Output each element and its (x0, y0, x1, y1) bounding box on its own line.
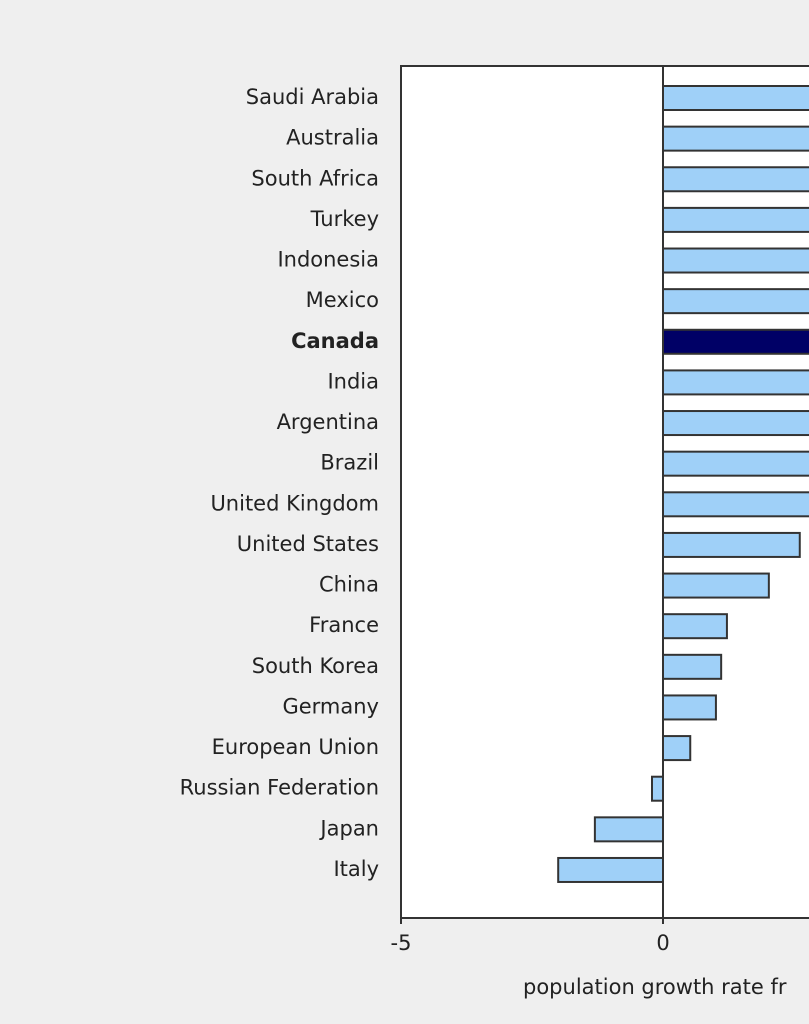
bar (662, 85, 809, 111)
y-tick-label: European Union (212, 735, 379, 759)
y-tick-label: Japan (318, 816, 379, 840)
y-tick-label: Russian Federation (180, 776, 379, 800)
y-tick-label: Canada (291, 329, 379, 353)
x-axis-label: population growth rate fr (523, 975, 787, 999)
bar (662, 735, 692, 762)
x-tick-label: -5 (391, 931, 412, 955)
bar (662, 206, 809, 233)
y-tick-label: United States (237, 532, 379, 556)
bar (662, 572, 770, 599)
y-tick-label: France (309, 613, 379, 637)
bar (662, 613, 728, 640)
y-tick-label: Argentina (277, 410, 379, 434)
bar (650, 775, 664, 802)
y-tick-label: South Korea (252, 654, 379, 678)
bar (662, 369, 809, 396)
y-tick-label: India (327, 369, 379, 393)
bar (662, 247, 809, 274)
y-tick-label: Brazil (320, 451, 379, 475)
bar (662, 410, 809, 437)
bar (662, 166, 809, 193)
y-tick-label: Germany (282, 694, 379, 718)
y-tick-label: Indonesia (277, 248, 379, 272)
y-tick-label: Mexico (306, 288, 379, 312)
bar (593, 816, 665, 843)
bar (662, 694, 717, 721)
bar (662, 491, 809, 518)
bar (662, 531, 801, 558)
bar (557, 856, 665, 883)
y-tick-label: China (319, 573, 379, 597)
x-tick-label: 0 (656, 931, 669, 955)
y-tick-label: Italy (333, 857, 379, 881)
bar (662, 125, 809, 152)
y-tick-label: Saudi Arabia (246, 85, 379, 109)
bar (662, 328, 809, 355)
y-tick-label: Australia (286, 126, 379, 150)
y-tick-label: South Africa (251, 166, 379, 190)
bar (662, 450, 809, 477)
y-tick-label: Turkey (310, 207, 379, 231)
y-tick-label: United Kingdom (210, 491, 379, 515)
bar (662, 653, 723, 680)
bar (662, 288, 809, 315)
